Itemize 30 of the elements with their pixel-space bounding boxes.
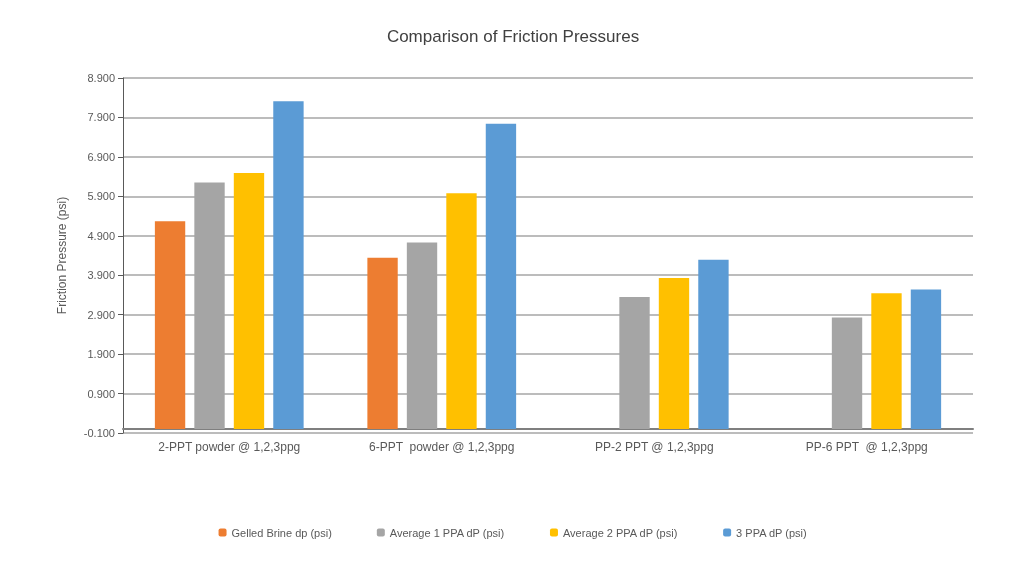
y-tick-label: 6.900	[87, 150, 115, 163]
legend-label: Average 1 PPA dP (psi)	[389, 526, 505, 539]
y-tick-label: 0.900	[87, 387, 115, 400]
bar	[273, 101, 304, 430]
y-tick-label: 8.900	[87, 72, 115, 84]
bar	[485, 123, 517, 430]
bar	[233, 173, 265, 430]
x-tick-label: PP-6 PPT @ 1,2,3ppg	[805, 440, 928, 454]
bar	[154, 221, 186, 430]
y-tick-label: 7.900	[87, 111, 115, 124]
legend-label: 3 PPA dP (psi)	[736, 526, 807, 539]
x-tick-label: 2-PPT powder @ 1,2,3ppg	[158, 440, 301, 454]
y-tick-label: -0.100	[83, 427, 115, 439]
bar	[910, 289, 942, 430]
legend-label: Gelled Brine dp (psi)	[231, 526, 332, 539]
y-tick-label: 1.900	[87, 348, 115, 361]
chart-title: Comparison of Friction Pressures	[386, 27, 640, 46]
y-tick-label: 4.900	[87, 229, 115, 242]
y-tick-label: 2.900	[87, 308, 115, 321]
bar	[658, 277, 690, 430]
bar	[367, 257, 398, 430]
y-tick-label: 5.900	[87, 190, 115, 203]
bar	[698, 259, 729, 430]
y-tick-label: 3.900	[87, 269, 115, 282]
x-tick-label: 6-PPT powder @ 1,2,3ppg	[369, 440, 515, 454]
bar	[446, 193, 477, 430]
legend-label: Average 2 PPA dP (psi)	[562, 526, 678, 539]
x-tick-label: PP-2 PPT @ 1,2,3ppg	[594, 440, 714, 454]
bar	[871, 293, 902, 430]
y-axis-title: Friction Pressure (psi)	[55, 196, 69, 315]
